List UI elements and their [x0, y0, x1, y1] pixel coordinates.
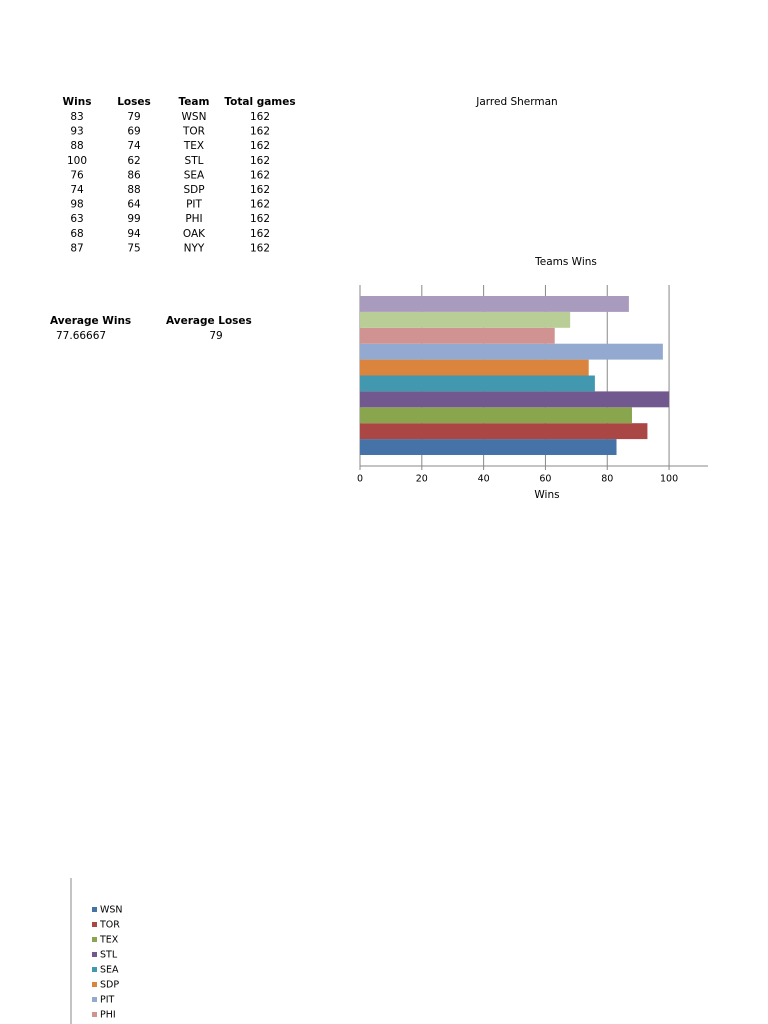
x-axis-label: Wins — [534, 489, 559, 501]
table-cell: 83 — [70, 111, 83, 123]
table-cell: 68 — [70, 228, 83, 240]
average-header: Average Wins — [50, 315, 131, 327]
table-cell: NYY — [184, 242, 205, 254]
table-cell: 162 — [250, 213, 270, 225]
legend-label: WSN — [100, 905, 123, 916]
table-cell: 79 — [127, 111, 140, 123]
legend-swatch — [92, 982, 97, 987]
bar — [360, 375, 595, 392]
legend-swatch — [92, 937, 97, 942]
table-cell: TOR — [182, 126, 205, 138]
column-header: Team — [179, 96, 210, 108]
legend-label: TEX — [99, 935, 119, 946]
table-cell: 74 — [70, 184, 84, 196]
table-cell: STL — [185, 155, 204, 167]
legend-label: TOR — [99, 920, 120, 931]
bar — [360, 391, 670, 408]
table-cell: 162 — [250, 155, 270, 167]
x-tick-label: 60 — [539, 474, 551, 485]
average-header: Average Loses — [166, 315, 252, 327]
table-cell: 162 — [250, 126, 270, 138]
legend-swatch — [92, 907, 97, 912]
column-header: Loses — [117, 96, 151, 108]
average-value: 77.66667 — [56, 330, 106, 342]
legend-swatch — [92, 967, 97, 972]
table-cell: 75 — [127, 242, 140, 254]
table-cell: 86 — [127, 169, 141, 181]
table-cell: 87 — [70, 242, 83, 254]
table-cell: SEA — [184, 169, 205, 181]
column-header: Wins — [63, 96, 92, 108]
table-cell: 62 — [127, 155, 140, 167]
table-cell: 162 — [250, 228, 270, 240]
bar — [360, 311, 571, 328]
bar — [360, 423, 648, 440]
legend-label: PIT — [100, 995, 115, 1006]
table-cell: SDP — [183, 184, 204, 196]
table-cell: 93 — [70, 126, 83, 138]
legend-swatch — [92, 1012, 97, 1017]
column-header: Total games — [224, 96, 295, 108]
table-cell: 74 — [127, 140, 141, 152]
average-value: 79 — [209, 330, 222, 342]
legend-swatch — [92, 997, 97, 1002]
table-cell: 162 — [250, 111, 270, 123]
x-tick-label: 40 — [478, 474, 490, 485]
legend-label: SDP — [100, 980, 119, 991]
table-cell: 162 — [250, 169, 270, 181]
table-cell: 69 — [127, 126, 140, 138]
legend-swatch — [92, 952, 97, 957]
table-cell: WSN — [182, 111, 207, 123]
table-cell: 100 — [67, 155, 87, 167]
table-cell: 94 — [127, 228, 141, 240]
legend-label: SEA — [100, 965, 119, 976]
legend-label: STL — [100, 950, 118, 961]
table-cell: 99 — [127, 213, 140, 225]
bar — [360, 296, 629, 312]
x-tick-label: 0 — [357, 474, 363, 485]
table-cell: 162 — [250, 140, 270, 152]
table-cell: PHI — [185, 213, 202, 225]
bar — [360, 439, 617, 455]
x-tick-label: 100 — [660, 474, 678, 485]
bar — [360, 343, 663, 360]
table-cell: 98 — [70, 199, 83, 211]
bar — [360, 407, 632, 424]
chart-title: Teams Wins — [534, 256, 597, 268]
table-cell: 63 — [70, 213, 83, 225]
table-cell: 162 — [250, 242, 270, 254]
table-cell: 88 — [127, 184, 140, 196]
table-cell: TEX — [183, 140, 204, 152]
x-tick-label: 80 — [601, 474, 613, 485]
table-cell: OAK — [183, 228, 206, 240]
table-cell: 162 — [250, 199, 270, 211]
bar — [360, 327, 555, 344]
legend-label: PHI — [100, 1010, 116, 1021]
author: Jarred Sherman — [475, 96, 557, 108]
x-tick-label: 20 — [416, 474, 428, 485]
table-cell: 162 — [250, 184, 270, 196]
table-cell: 76 — [70, 169, 84, 181]
table-cell: 88 — [70, 140, 83, 152]
table-cell: PIT — [186, 199, 202, 211]
bar — [360, 359, 589, 376]
legend-swatch — [92, 922, 97, 927]
table-cell: 64 — [127, 199, 141, 211]
